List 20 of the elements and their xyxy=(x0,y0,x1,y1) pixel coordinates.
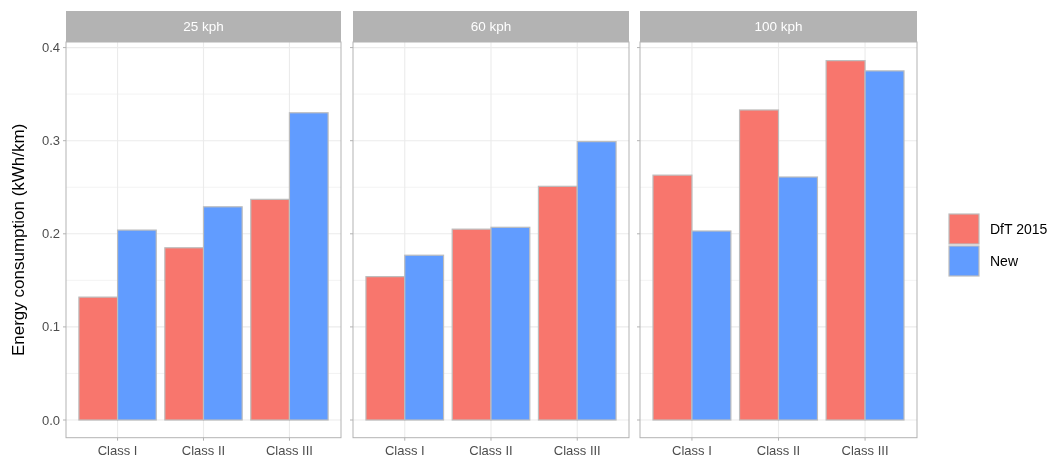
x-tick-label: Class III xyxy=(265,442,313,458)
legend-label: New xyxy=(990,252,1019,269)
x-tick-label: Class I xyxy=(672,442,712,458)
y-tick-label: 0.4 xyxy=(41,40,60,56)
y-axis-title: Energy consumption (kWh/km) xyxy=(9,123,28,357)
x-tick-label: Class II xyxy=(181,442,226,458)
x-tick-label: Class II xyxy=(469,442,513,458)
chart-title: 100 kph xyxy=(754,19,803,35)
y-tick-label: 0.0 xyxy=(41,412,60,428)
y-tick-label: 0.1 xyxy=(41,319,60,335)
x-tick-label: Class II xyxy=(756,442,801,458)
x-tick-label: Class I xyxy=(384,442,425,458)
y-tick-label: 0.2 xyxy=(41,226,60,242)
x-tick-label: Class III xyxy=(553,442,601,458)
x-tick-label: Class I xyxy=(97,442,138,458)
legend-label: DfT 2015 xyxy=(990,220,1048,237)
y-tick-label: 0.3 xyxy=(41,133,60,149)
chart-title: 25 kph xyxy=(183,19,224,35)
chart-title: 60 kph xyxy=(470,19,512,35)
x-tick-label: Class III xyxy=(841,442,889,458)
